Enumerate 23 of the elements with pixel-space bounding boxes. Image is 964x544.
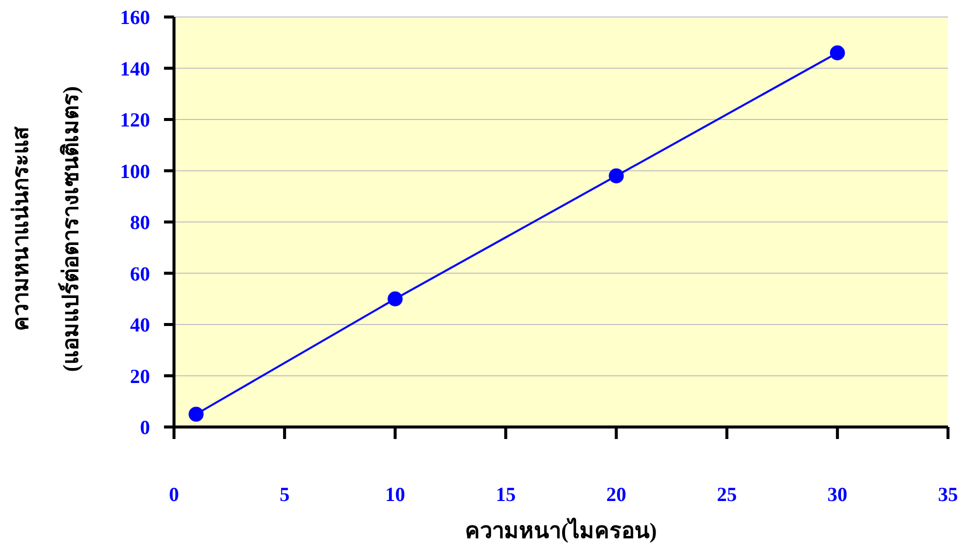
y-axis-title: ความหนาแน่นกระแส (แอมแปร์ต่อตารางเซนติเมตร): [8, 86, 83, 372]
x-axis-title: ความหนา(ไมครอน): [465, 517, 657, 543]
y-tick-label: 160: [120, 7, 150, 29]
x-tick-label: 35: [938, 484, 958, 506]
point: [188, 406, 204, 422]
x-tick-label: 30: [827, 484, 848, 506]
point: [388, 291, 403, 306]
x-tick-label: 20: [606, 484, 626, 506]
x-tick-label: 0: [169, 484, 179, 506]
point: [830, 45, 845, 60]
y-tick-label: 100: [120, 160, 150, 183]
y-tick-label: 60: [130, 263, 150, 286]
x-tick-label: 15: [496, 484, 516, 506]
y-tick-label: 40: [130, 314, 150, 336]
x-tick-label: 5: [280, 484, 290, 506]
y-tick-label: 0: [140, 417, 150, 439]
y-tick-label: 80: [130, 212, 150, 234]
y-tick-label: 140: [120, 58, 150, 80]
point: [608, 168, 624, 184]
y-tick-label: 120: [120, 110, 150, 132]
x-tick-label: 10: [385, 484, 406, 506]
x-tick-label: 25: [716, 484, 737, 506]
y-tick-label: 20: [130, 366, 150, 388]
